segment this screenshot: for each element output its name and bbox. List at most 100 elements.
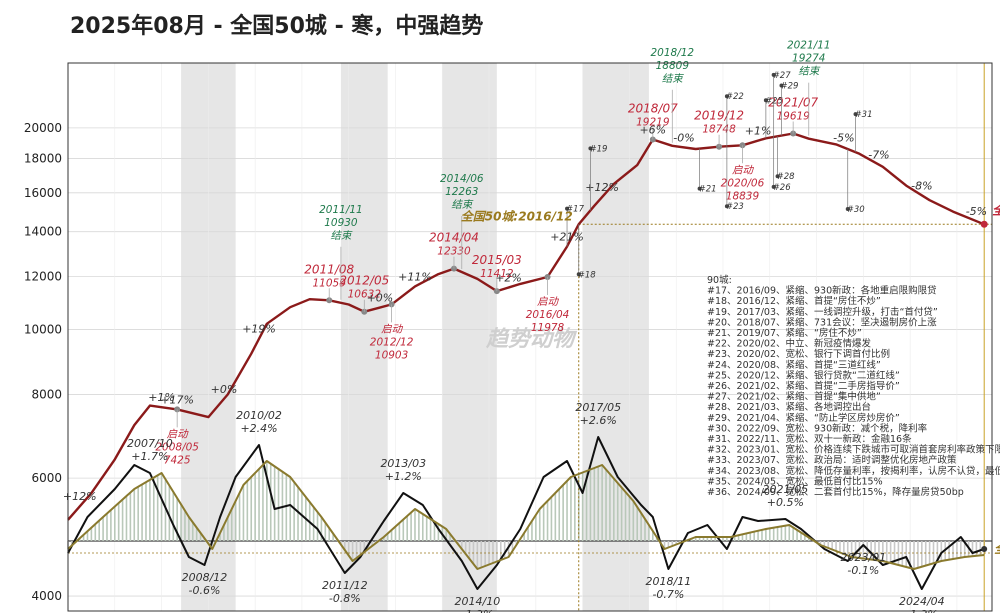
mom-annotation: 2007/10 [127, 437, 173, 450]
change-label: +1% [148, 391, 175, 404]
mom-annotation: -0.7% [652, 588, 684, 601]
policy-dot [576, 272, 581, 277]
red-annotation: 2011/08 [304, 262, 354, 276]
red-annotation: 7425 [164, 454, 191, 466]
red-annotation: 12330 [437, 246, 471, 258]
mom-annotation: 2010/02 [236, 409, 282, 422]
red-annotation: 18748 [702, 124, 736, 136]
y-tick-label: 14000 [24, 225, 62, 239]
red-annotation: 2015/03 [472, 253, 522, 267]
watermark-layer: 趋势动物 [485, 327, 578, 352]
green-annotation: 2021/11 [787, 40, 831, 52]
change-label: +12% [63, 490, 97, 503]
red-annotation: 19619 [776, 111, 810, 123]
policy-marker-label: #17 [566, 205, 585, 215]
change-label: +19% [242, 322, 276, 335]
policy-marker-label: #21 [699, 185, 717, 195]
mom-annotation: 2023/01 [840, 551, 886, 564]
green-annotation: 2014/06 [440, 173, 484, 185]
mom-annotation: +1.7% [131, 450, 168, 463]
series-line [67, 132, 985, 521]
change-label: -8% [911, 179, 932, 192]
change-label: +2% [495, 271, 522, 284]
mom-annotation: -0.1% [847, 564, 879, 577]
y-tick-label: 20000 [24, 121, 62, 135]
mom-annotation: 2017/05 [575, 401, 621, 414]
policy-note: #31、2022/11、宽松、双十一新政：金融16条 [707, 433, 912, 445]
mom-annotation: +2.4% [240, 422, 277, 435]
red-annotation: 10632 [348, 289, 382, 301]
green-annotation: 10930 [324, 217, 358, 229]
policy-note: #17、2016/09、紧缩、930新政：各地重启限购限贷 [707, 285, 937, 297]
red-annotation: 启动 [381, 323, 403, 335]
mom-annotation: 2008/12 [182, 571, 228, 584]
policy-note: #20、2018/07、紧缩、731会议：坚决遏制房价上涨 [707, 316, 937, 328]
policy-dot [771, 72, 776, 77]
policy-dot [588, 146, 593, 151]
policy-note: #33、2023/07、宽松、政治局：适时调整优化房地产政策 [707, 454, 957, 466]
policy-dot [763, 98, 768, 103]
change-label: -5% [966, 205, 987, 218]
change-label: +17% [160, 393, 194, 406]
policy-note: #26、2021/02、紧缩、首提“二手房指导价” [707, 380, 900, 392]
change-label: -0% [673, 131, 694, 144]
policy-note: #28、2021/03、紧缩、各地调控出台 [707, 401, 871, 413]
price-end-point [980, 220, 988, 228]
change-label: +12% [585, 181, 619, 194]
green-annotation: 结束 [662, 73, 684, 85]
chart-title: 2025年08月 - 全国50城 - 寒，中强趋势 [70, 14, 484, 39]
y-tick-label: 18000 [24, 152, 62, 166]
change-label: +0% [367, 292, 394, 305]
mom-end-label: 全国50城 月环比 -0. [994, 542, 1000, 556]
change-label: +0% [211, 383, 238, 396]
policy-dot [779, 83, 784, 88]
green-annotation: 2011/11 [319, 204, 363, 216]
red-annotation: 10903 [375, 349, 408, 361]
red-annotation: 11412 [480, 268, 514, 280]
series-line [67, 436, 985, 590]
policy-marker-label: #30 [847, 205, 865, 215]
red-annotation: 启动 [167, 428, 189, 440]
reference-lines [68, 63, 992, 611]
policy-dot [853, 112, 858, 117]
green-annotation: 2018/12 [650, 47, 694, 59]
red-annotation: 19219 [636, 116, 670, 128]
policy-marker-label: #29 [780, 82, 798, 92]
policy-note: #29、2021/04、紧缩、“防止学区房炒房价” [707, 412, 900, 424]
policy-marker-label: #28 [777, 172, 796, 182]
mom-annotation: -0.8% [329, 592, 361, 605]
red-annotation: 2016/04 [526, 309, 570, 321]
policy-note: #32、2023/01、宽松、价格连续下跌城市可取消首套房利率政策下限 [707, 444, 1000, 456]
green-annotation: 12263 [445, 186, 478, 198]
y-tick-label: 8000 [31, 387, 62, 401]
green-annotation: 结束 [330, 230, 352, 242]
red-annotation: 2018/07 [628, 101, 678, 115]
series-line [67, 460, 985, 570]
y-tick-label: 4000 [31, 589, 62, 603]
y-tick-label: 10000 [24, 323, 62, 337]
policy-marker-label: #22 [726, 92, 744, 102]
change-label: +1% [745, 125, 772, 138]
plot-frame [67, 62, 993, 612]
series-lines [67, 132, 988, 590]
policy-dot [771, 184, 776, 189]
y-tick-label: 16000 [24, 186, 62, 200]
red-annotation: 11978 [531, 322, 565, 334]
green-annotation: 19274 [792, 53, 825, 65]
mom-annotation: -0.6% [188, 584, 220, 597]
red-annotation: 18839 [726, 190, 760, 202]
policy-dot [775, 174, 780, 179]
red-annotation: 2020/06 [721, 177, 765, 189]
change-label: -7% [868, 149, 889, 162]
mom-annotation: 2011/12 [322, 579, 368, 592]
y-tick-label: 6000 [31, 471, 62, 485]
red-annotation: 2021/07 [768, 96, 818, 110]
policy-marker-label: #19 [589, 144, 607, 154]
policy-marker-label: #27 [773, 71, 792, 81]
mom-end-point [981, 546, 988, 552]
green-annotation: 结束 [451, 199, 473, 211]
policy-dot [845, 207, 850, 212]
policy-dot [697, 186, 702, 191]
red-annotation: 2014/04 [429, 231, 479, 245]
